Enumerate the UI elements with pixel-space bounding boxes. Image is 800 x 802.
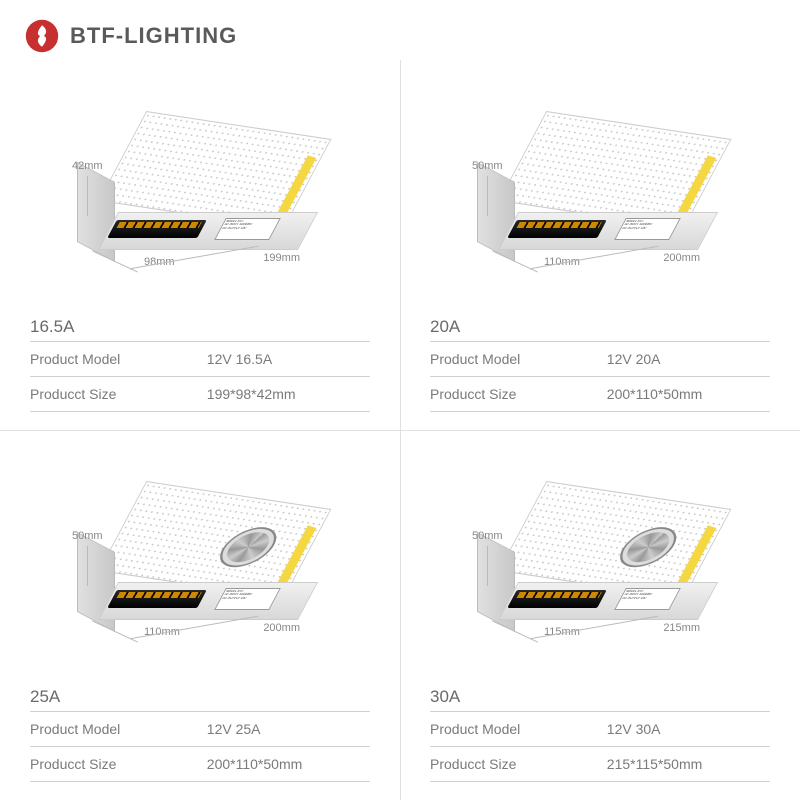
spec-label: Producct Size [30, 756, 207, 772]
product-grid: MODEL BTFAC INPUT 110/220VDC OUTPUT 12V … [0, 62, 800, 802]
product-cell: MODEL BTFAC INPUT 110/220VDC OUTPUT 12V … [400, 432, 800, 802]
header: BTF-LIGHTING [0, 0, 800, 62]
spec-value: 12V 16.5A [207, 351, 370, 367]
fan-icon [209, 521, 288, 572]
spec-value: 200*110*50mm [607, 386, 770, 402]
dimension-length: 199mm [129, 252, 300, 264]
dimension-height: 50mm [472, 530, 503, 586]
spec-value: 215*115*50mm [607, 756, 770, 772]
product-cell: MODEL BTFAC INPUT 110/220VDC OUTPUT 12V … [0, 432, 400, 802]
product-image: MODEL BTFAC INPUT 110/220VDC OUTPUT 12V … [30, 442, 370, 667]
spec-row-model: Product Model 12V 16.5A [30, 341, 370, 376]
spec-row-model: Product Model 12V 25A [30, 711, 370, 746]
spec-value: 200*110*50mm [207, 756, 370, 772]
product-cell: MODEL BTFAC INPUT 110/220VDC OUTPUT 12V … [0, 62, 400, 432]
spec-value: 12V 25A [207, 721, 370, 737]
dimension-length: 200mm [129, 622, 300, 634]
product-image: MODEL BTFAC INPUT 110/220VDC OUTPUT 12V … [430, 442, 770, 667]
spec-label: Product Model [430, 721, 607, 737]
dimension-length: 200mm [529, 252, 700, 264]
spec-row-size: Producct Size 200*110*50mm [30, 746, 370, 782]
dimension-height: 50mm [72, 530, 103, 586]
logo-icon [24, 18, 60, 54]
spec-value: 12V 30A [607, 721, 770, 737]
spec-row-model: Product Model 12V 30A [430, 711, 770, 746]
psu-illustration: MODEL BTFAC INPUT 110/220VDC OUTPUT 12V … [480, 120, 720, 250]
psu-illustration: MODEL BTFAC INPUT 110/220VDC OUTPUT 12V … [480, 490, 720, 620]
spec-row-size: Producct Size 200*110*50mm [430, 376, 770, 412]
spec-label: Product Model [30, 351, 207, 367]
product-title: 30A [430, 687, 770, 707]
psu-illustration: MODEL BTFAC INPUT 110/220VDC OUTPUT 12V … [80, 120, 320, 250]
brand-name: BTF-LIGHTING [70, 23, 237, 49]
psu-illustration: MODEL BTFAC INPUT 110/220VDC OUTPUT 12V … [80, 490, 320, 620]
spec-label: Producct Size [30, 386, 207, 402]
product-title: 20A [430, 317, 770, 337]
spec-row-model: Product Model 12V 20A [430, 341, 770, 376]
product-cell: MODEL BTFAC INPUT 110/220VDC OUTPUT 12V … [400, 62, 800, 432]
spec-row-size: Producct Size 199*98*42mm [30, 376, 370, 412]
product-title: 16.5A [30, 317, 370, 337]
product-title: 25A [30, 687, 370, 707]
fan-icon [609, 521, 688, 572]
spec-value: 12V 20A [607, 351, 770, 367]
spec-row-size: Producct Size 215*115*50mm [430, 746, 770, 782]
dimension-height: 42mm [72, 160, 103, 216]
dimension-height: 50mm [472, 160, 503, 216]
spec-label: Producct Size [430, 756, 607, 772]
spec-label: Producct Size [430, 386, 607, 402]
dimension-length: 215mm [529, 622, 700, 634]
spec-label: Product Model [430, 351, 607, 367]
spec-value: 199*98*42mm [207, 386, 370, 402]
product-image: MODEL BTFAC INPUT 110/220VDC OUTPUT 12V … [430, 72, 770, 297]
product-image: MODEL BTFAC INPUT 110/220VDC OUTPUT 12V … [30, 72, 370, 297]
spec-label: Product Model [30, 721, 207, 737]
